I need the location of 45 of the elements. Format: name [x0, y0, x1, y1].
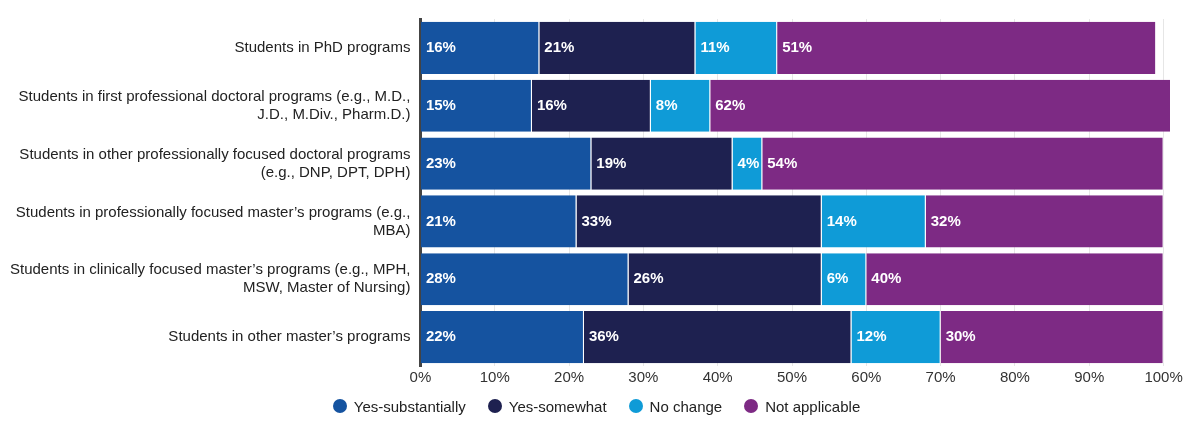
x-tick-label: 100%: [1144, 368, 1183, 386]
data-label: 62%: [715, 95, 746, 113]
data-label: 23%: [425, 153, 456, 171]
data-label: 16%: [536, 95, 567, 113]
x-tick-label: 30%: [628, 368, 659, 386]
data-label: 15%: [425, 95, 456, 113]
legend-label: Yes-substantially: [353, 397, 466, 415]
x-tick-label: 0%: [409, 368, 432, 386]
data-label: 4%: [737, 153, 760, 171]
data-label: 19%: [596, 153, 627, 171]
data-label: 40%: [871, 269, 902, 287]
data-label: 21%: [544, 38, 575, 56]
y-tick-label: Students in first professional doctoral programs (e.g., M.D., J.D., M.Div., Pharm.D.): [18, 86, 411, 122]
data-label: 32%: [930, 211, 961, 229]
x-tick-label: 60%: [851, 368, 882, 386]
data-label: 8%: [655, 95, 678, 113]
data-label: 22%: [425, 327, 456, 345]
x-tick-label: 50%: [776, 368, 808, 386]
data-label: 14%: [826, 211, 857, 229]
y-tick-label: Students in other professionally focused doctoral programs (e.g., DNP, DPT, DPH): [19, 144, 411, 180]
data-label: 36%: [588, 327, 619, 345]
data-label: 16%: [425, 38, 456, 56]
x-tick-label: 20%: [554, 368, 585, 386]
y-tick-label: Students in PhD programs: [234, 38, 411, 56]
data-label: 26%: [633, 269, 664, 287]
x-tick-label: 80%: [999, 368, 1030, 386]
y-tick-label: Students in professionally focused master’s programs (e.g., MBA): [15, 202, 411, 238]
data-label: 11%: [700, 38, 730, 56]
data-label: 54%: [767, 153, 798, 171]
data-label: 33%: [581, 211, 612, 229]
data-label: 51%: [782, 38, 813, 56]
legend-label: Not applicable: [765, 397, 861, 415]
data-label: 21%: [425, 211, 456, 229]
x-tick-label: 90%: [1074, 368, 1105, 386]
data-label: 28%: [425, 269, 456, 287]
x-tick-label: 70%: [925, 368, 956, 386]
legend-label: Yes-somewhat: [508, 397, 607, 415]
data-label: 6%: [826, 269, 849, 287]
y-tick-label: Students in clinically focused master’s programs (e.g., MPH, MSW, Master of Nursing): [10, 260, 411, 296]
y-tick-label: Students in other master’s programs: [168, 327, 411, 345]
legend-label: No change: [649, 397, 723, 415]
data-label: 30%: [945, 327, 976, 345]
x-tick-label: 10%: [479, 368, 510, 386]
x-tick-label: 40%: [702, 368, 733, 386]
data-label: 12%: [856, 327, 887, 345]
